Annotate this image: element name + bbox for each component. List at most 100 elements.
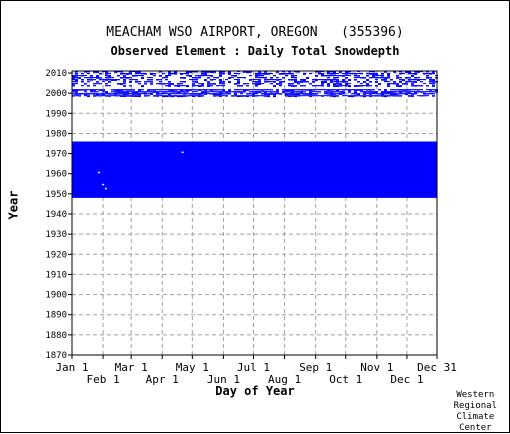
data-cell <box>285 91 288 93</box>
data-cell <box>429 77 432 79</box>
data-cell <box>117 89 120 92</box>
data-cell <box>198 89 201 91</box>
data-cell <box>219 85 222 87</box>
x-tick-label: Aug 1 <box>268 373 301 386</box>
data-cell <box>426 77 429 79</box>
data-cell <box>297 81 300 83</box>
data-cell <box>297 83 300 85</box>
data-cell <box>393 89 396 91</box>
data-cell <box>357 93 360 96</box>
data-cell <box>258 89 261 91</box>
data-cell <box>336 91 339 93</box>
data-cell <box>360 83 363 85</box>
data-cell <box>174 71 177 74</box>
data-cell <box>309 73 312 75</box>
x-tick-label: Jul 1 <box>237 361 270 374</box>
data-cell <box>168 85 171 87</box>
data-cell <box>141 91 144 93</box>
data-cell <box>312 95 315 97</box>
data-cell <box>339 89 342 91</box>
data-cell <box>351 89 354 91</box>
data-cell <box>318 85 321 87</box>
data-cell <box>279 81 282 83</box>
data-cell <box>291 93 294 95</box>
data-cell <box>354 93 357 95</box>
data-cell <box>330 71 333 73</box>
plot-border <box>71 70 438 356</box>
data-cell <box>363 89 366 91</box>
data-cell <box>186 89 189 92</box>
data-cell <box>420 89 423 91</box>
data-cell <box>264 73 267 75</box>
data-cell <box>393 83 396 85</box>
data-cell <box>348 95 351 97</box>
data-cell <box>414 81 417 83</box>
data-cell <box>240 93 243 95</box>
data-cell <box>396 89 399 91</box>
data-cell <box>270 89 273 91</box>
data-cell <box>429 81 432 83</box>
data-cell <box>405 89 408 91</box>
data-cell <box>396 95 399 97</box>
data-cell <box>72 93 75 95</box>
data-cell <box>174 85 177 87</box>
data-cell <box>84 83 87 85</box>
data-cell <box>387 95 390 97</box>
data-cell <box>261 93 264 95</box>
data-cell <box>261 75 264 77</box>
data-cell <box>381 95 384 97</box>
data-cell <box>108 95 111 97</box>
data-cell <box>168 71 171 73</box>
data-cell <box>108 81 111 83</box>
data-cell <box>165 83 168 85</box>
data-cell <box>201 75 204 77</box>
data-cell <box>168 83 171 85</box>
data-cell <box>369 91 372 93</box>
data-cell <box>342 81 345 83</box>
data-cell <box>411 85 414 87</box>
data-cell <box>189 71 192 73</box>
data-cell <box>414 91 417 94</box>
data-cell <box>300 93 303 95</box>
data-cell <box>312 81 315 83</box>
x-tick-label: Sep 1 <box>299 361 332 374</box>
data-cell <box>357 75 360 77</box>
data-cell <box>243 71 246 73</box>
data-cell <box>432 95 435 97</box>
data-cell <box>105 75 108 77</box>
data-cell <box>357 81 360 83</box>
data-cell <box>252 81 255 83</box>
data-cell <box>129 81 132 83</box>
data-cell <box>273 85 276 87</box>
data-cell <box>102 71 105 73</box>
data-cell <box>294 79 297 82</box>
data-cell <box>258 83 261 86</box>
data-cell <box>150 93 153 95</box>
data-cell <box>417 71 420 73</box>
data-cell <box>408 79 411 81</box>
data-cell <box>366 89 369 91</box>
data-cell <box>369 71 372 73</box>
data-cell <box>291 91 294 94</box>
data-cell <box>228 71 231 73</box>
data-cell <box>183 89 186 91</box>
data-cell <box>264 79 267 81</box>
data-cell <box>225 79 228 81</box>
data-cell <box>384 77 387 79</box>
data-cell <box>363 95 366 98</box>
data-cell <box>117 79 120 81</box>
data-cell <box>270 83 273 85</box>
data-cell <box>297 71 300 73</box>
data-cell <box>312 93 315 95</box>
data-cell <box>369 77 372 79</box>
data-cell <box>246 89 249 91</box>
data-cell <box>348 75 351 77</box>
data-cell <box>411 93 414 95</box>
data-cell <box>126 95 129 97</box>
x-tick-label: Mar 1 <box>115 361 148 374</box>
data-cell <box>330 75 333 77</box>
data-cell <box>387 77 390 79</box>
data-cell <box>237 71 240 73</box>
data-cell <box>225 93 228 95</box>
data-cell <box>294 89 297 91</box>
